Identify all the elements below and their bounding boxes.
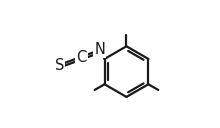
Text: C: C: [76, 50, 87, 65]
Text: S: S: [55, 58, 64, 73]
Text: N: N: [94, 42, 105, 57]
